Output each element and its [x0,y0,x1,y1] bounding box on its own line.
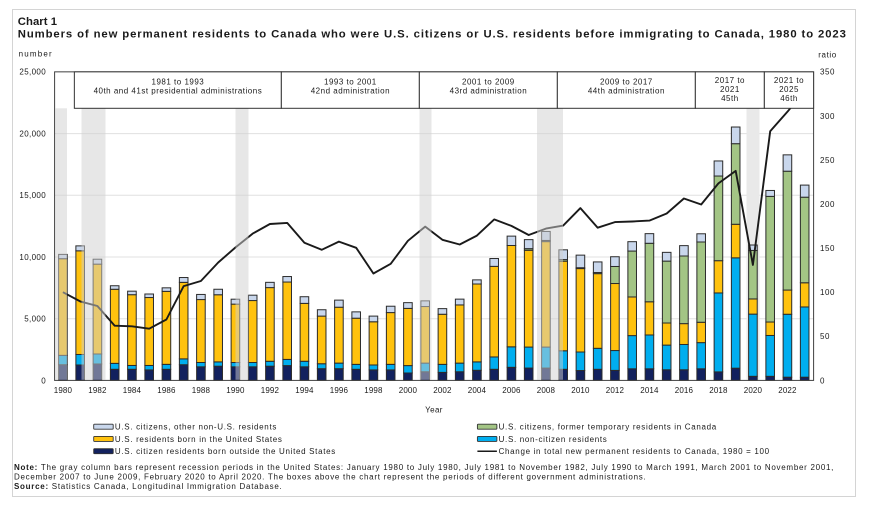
svg-text:44th administration: 44th administration [588,86,665,95]
svg-text:5,000: 5,000 [24,315,46,324]
svg-text:1996: 1996 [330,386,349,395]
svg-text:2014: 2014 [640,386,659,395]
svg-text:Chart 1: Chart 1 [18,16,57,28]
svg-text:250: 250 [820,156,835,165]
svg-text:2008: 2008 [537,386,556,395]
svg-text:2001 to 2009: 2001 to 2009 [462,77,515,86]
svg-text:1981 to 1993: 1981 to 1993 [152,77,205,86]
svg-text:300: 300 [820,112,835,121]
svg-text:1993 to 2001: 1993 to 2001 [324,77,377,86]
svg-text:1990: 1990 [226,386,245,395]
svg-text:1980: 1980 [54,386,73,395]
svg-text:1998: 1998 [364,386,383,395]
svg-text:1986: 1986 [157,386,176,395]
svg-text:1988: 1988 [192,386,211,395]
svg-text:2020: 2020 [744,386,763,395]
svg-text:2022: 2022 [778,386,797,395]
svg-text:2018: 2018 [709,386,728,395]
svg-text:2002: 2002 [433,386,452,395]
svg-text:2021 to: 2021 to [774,76,804,85]
svg-text:42nd administration: 42nd administration [311,86,390,95]
svg-text:2010: 2010 [571,386,590,395]
svg-text:40th and 41st presidential adm: 40th and 41st presidential administratio… [94,86,263,95]
svg-text:U.S. residents born in the Uni: U.S. residents born in the United States [115,435,283,444]
svg-text:2017 to: 2017 to [715,76,745,85]
svg-text:2000: 2000 [399,386,418,395]
svg-text:45th: 45th [721,94,739,103]
svg-text:December 2007 to June 2009, Fe: December 2007 to June 2009, February 202… [14,472,646,481]
svg-text:350: 350 [820,68,835,77]
svg-text:1984: 1984 [123,386,142,395]
svg-text:2025: 2025 [779,85,799,94]
svg-text:20,000: 20,000 [19,130,46,139]
svg-text:Year: Year [425,405,443,414]
svg-text:2012: 2012 [606,386,625,395]
svg-text:2009 to 2017: 2009 to 2017 [600,77,653,86]
svg-text:1982: 1982 [88,386,107,395]
svg-text:150: 150 [820,244,835,253]
svg-text:U.S. citizens, former temporar: U.S. citizens, former temporary resident… [499,423,717,432]
svg-text:0: 0 [820,376,825,385]
svg-text:43rd administration: 43rd administration [450,86,528,95]
svg-text:U.S. citizen residents born ou: U.S. citizen residents born outside the … [115,447,336,456]
svg-text:46th: 46th [780,94,798,103]
svg-text:U.S. non-citizen residents: U.S. non-citizen residents [499,435,608,444]
svg-text:number: number [19,50,53,59]
svg-text:2016: 2016 [675,386,694,395]
svg-text:ratio: ratio [818,51,837,60]
svg-text:50: 50 [820,332,830,341]
svg-text:Source: Statistics Canada, Lon: Source: Statistics Canada, Longitudinal … [14,482,282,491]
svg-text:1994: 1994 [295,386,314,395]
svg-text:2004: 2004 [468,386,487,395]
svg-text:10,000: 10,000 [19,253,46,262]
svg-text:U.S. citizens, other non-U.S.: U.S. citizens, other non-U.S. residents [115,423,277,432]
svg-text:25,000: 25,000 [19,68,46,77]
svg-text:Change in total new permanent: Change in total new permanent residents … [499,447,770,456]
svg-text:2021: 2021 [720,85,740,94]
svg-text:200: 200 [820,200,835,209]
svg-text:100: 100 [820,288,835,297]
svg-text:Numbers of new permanent resid: Numbers of new permanent residents to Ca… [18,28,847,40]
svg-text:0: 0 [41,376,46,385]
svg-text:1992: 1992 [261,386,280,395]
svg-text:2006: 2006 [502,386,521,395]
svg-text:Note: The gray column bars rep: Note: The gray column bars represent rec… [14,463,834,472]
svg-text:15,000: 15,000 [19,191,46,200]
